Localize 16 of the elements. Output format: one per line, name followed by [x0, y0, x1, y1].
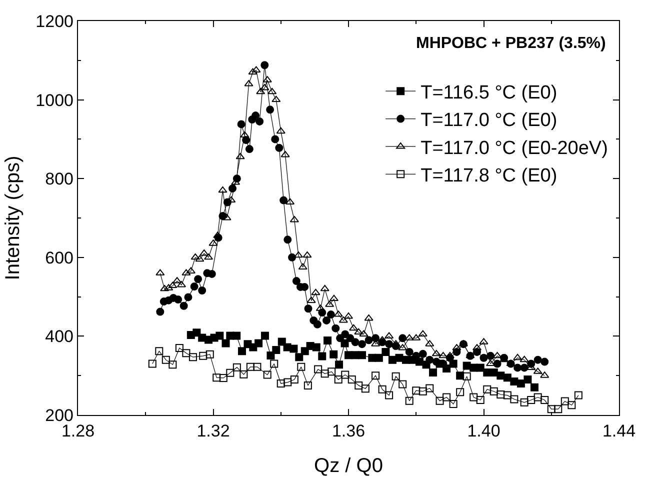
annotation: MHPOBC + PB237 (3.5%) — [416, 35, 606, 52]
x-tick-label: 1.36 — [332, 422, 366, 440]
legend-label: T=116.5 °C (E0) — [420, 82, 558, 104]
legend-label: T=117.8 °C (E0) — [420, 166, 558, 187]
x-tick-label: 1.32 — [196, 422, 230, 440]
x-tick-label: 1.44 — [602, 422, 636, 440]
y-axis-title: Intensity (cps) — [2, 156, 24, 280]
y-tick-label: 1200 — [36, 12, 74, 31]
legend-label: T=117.0 °C (E0) — [420, 110, 558, 132]
y-tick-label: 1000 — [36, 90, 74, 110]
x-axis-title: Qz / Q0 — [314, 455, 383, 477]
x-tick-label: 1.40 — [467, 422, 500, 440]
y-tick-label: 400 — [45, 327, 74, 346]
y-tick-label: 600 — [45, 248, 74, 268]
legend-label: T=117.0 °C (E0-20eV) — [420, 138, 608, 159]
y-tick-label: 800 — [45, 170, 74, 189]
